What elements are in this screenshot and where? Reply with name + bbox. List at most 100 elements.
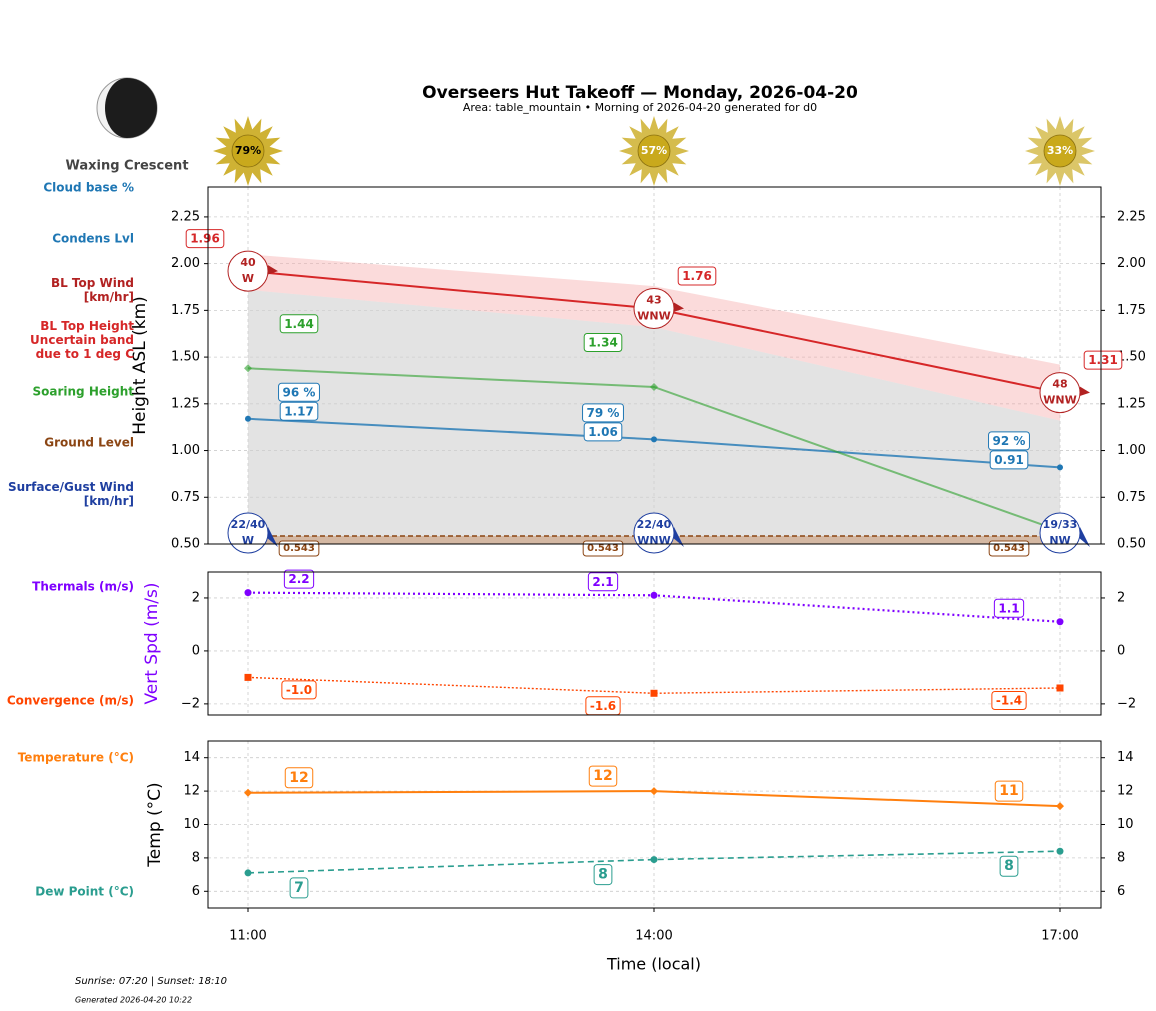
y2-tick-label: 6	[1117, 884, 1125, 899]
wind-direction: W	[242, 272, 254, 285]
legend-label: BL Top Wind [km/hr]	[51, 276, 134, 304]
series-point	[1056, 618, 1064, 626]
soaring-point	[650, 382, 658, 391]
wind-arrow	[1078, 527, 1090, 547]
y2-tick-label: 14	[1117, 750, 1134, 765]
sun-percent: 79%	[235, 144, 261, 157]
wind-arrow	[266, 527, 278, 547]
value-label: 0.91	[994, 453, 1024, 467]
value-label-box	[284, 767, 314, 789]
uncertainty-band	[248, 254, 1060, 421]
value-label: 92 %	[993, 434, 1026, 448]
series-point	[650, 856, 658, 864]
chart-subtitle: Area: table_mountain • Morning of 2026-0…	[463, 101, 817, 114]
value-label: 2.1	[592, 575, 613, 589]
sun-percent: 33%	[1047, 144, 1073, 157]
value-label: 1.06	[588, 425, 618, 439]
y-tick-label: 2	[192, 590, 200, 605]
wind-speed: 43	[646, 293, 661, 306]
y2-tick-label: 2.25	[1117, 209, 1146, 224]
legend-label: BL Top Height Uncertain band due to 1 deg …	[30, 319, 134, 361]
series-point	[1056, 802, 1064, 811]
generated-note: Generated 2026-04-20 10:22	[75, 996, 192, 1005]
y-tick-label: 6	[192, 884, 200, 899]
value-label: 0.543	[283, 543, 315, 554]
y-tick-label: 12	[183, 784, 200, 799]
condensation-point	[1057, 464, 1063, 471]
legend-label: Soaring Height	[33, 385, 135, 399]
value-label-box	[583, 332, 623, 352]
wind-direction: WNW	[637, 309, 670, 322]
x-tick-label: 11:00	[229, 929, 266, 944]
y-tick-label: 2.00	[171, 256, 200, 271]
legend-label: Ground Level	[44, 436, 134, 450]
value-label: 1.17	[284, 404, 314, 418]
y-tick-label: 0.50	[171, 537, 200, 552]
value-label-box	[185, 229, 225, 249]
wind-arrow	[672, 527, 684, 547]
wind-direction: W	[242, 534, 254, 547]
y2-tick-label: 1.50	[1117, 350, 1146, 365]
value-label-box	[588, 765, 618, 787]
condensation-point	[245, 415, 251, 422]
x-tick-label: 17:00	[1041, 929, 1078, 944]
wind-direction: WNW	[1043, 394, 1076, 407]
legend-label: Convergence (m/s)	[7, 694, 134, 708]
value-label: -1.0	[286, 683, 312, 697]
y2-tick-label: 8	[1117, 850, 1125, 865]
value-label: 96 %	[283, 385, 316, 399]
series-point	[244, 869, 252, 877]
y2-tick-label: 10	[1117, 817, 1134, 832]
value-label-box	[582, 540, 624, 557]
sun-disc	[231, 134, 265, 168]
y2-tick-label: 1.25	[1117, 396, 1146, 411]
value-label: 11	[999, 783, 1018, 799]
value-label-box	[994, 780, 1024, 802]
sun-disc	[637, 134, 671, 168]
value-label-box	[677, 266, 717, 286]
value-label-box	[988, 431, 1030, 451]
wind-direction: WNW	[637, 534, 670, 547]
y-tick-label: 2.25	[171, 209, 200, 224]
y2-tick-label: 0.75	[1117, 490, 1146, 505]
boundary-layer-fill	[248, 289, 1060, 536]
y-axis-label: Temp (°C)	[145, 782, 165, 867]
plot-frame	[207, 571, 1102, 716]
series-line	[247, 676, 1061, 694]
series-point	[650, 591, 658, 599]
sun-disc	[1043, 134, 1077, 168]
value-label: 7	[294, 880, 304, 896]
y-tick-label: 0.75	[171, 490, 200, 505]
wind-arrow	[266, 265, 278, 276]
value-label-box	[991, 690, 1027, 710]
value-label-box	[1083, 350, 1123, 370]
y2-tick-label: 0	[1117, 643, 1125, 658]
y-tick-label: 14	[183, 750, 200, 765]
value-label: -1.4	[996, 693, 1022, 707]
y-tick-label: 10	[183, 817, 200, 832]
wind-arrow	[1078, 386, 1090, 397]
y-tick-label: 0	[192, 643, 200, 658]
value-label: 0.543	[587, 543, 619, 554]
series-point	[650, 787, 658, 796]
wind-circle	[633, 287, 675, 329]
wind-speed: 19/33	[1043, 518, 1078, 531]
moon-icon	[96, 77, 158, 139]
series-point	[1056, 847, 1064, 855]
y-tick-label: 1.50	[171, 350, 200, 365]
y2-tick-label: −2	[1117, 696, 1136, 711]
series-point	[1056, 684, 1064, 692]
value-label-box	[593, 864, 613, 886]
wind-direction: NW	[1049, 534, 1070, 547]
legend-label: Temperature (°C)	[18, 751, 134, 765]
value-label-box	[283, 569, 315, 589]
y-axis-label: Vert Spd (m/s)	[142, 582, 162, 704]
value-label: 1.76	[682, 269, 712, 283]
wind-circle	[227, 512, 269, 554]
x-tick-label: 14:00	[635, 929, 672, 944]
sun-percent: 57%	[641, 144, 667, 157]
chart-title: Overseers Hut Takeoff — Monday, 2026-04-…	[422, 83, 858, 103]
value-label: 1.1	[998, 601, 1019, 615]
series-point	[244, 673, 252, 681]
series-line	[247, 850, 1061, 874]
